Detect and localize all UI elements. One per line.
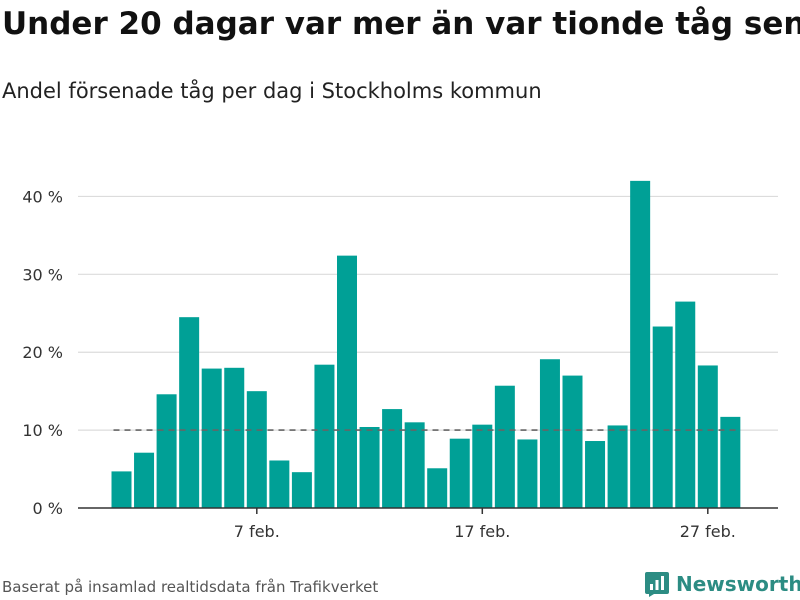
bar	[156, 394, 177, 508]
bar	[179, 317, 200, 508]
y-tick-label: 20 %	[22, 343, 63, 362]
bar	[246, 391, 267, 508]
brand-logo-group: Newsworthy	[644, 570, 800, 598]
newsworthy-logo-icon	[645, 572, 669, 597]
bar	[269, 460, 290, 508]
bar	[404, 422, 425, 508]
bar	[539, 359, 560, 508]
x-tick-label: 7 feb.	[234, 522, 280, 541]
x-tick-label: 27 feb.	[680, 522, 736, 541]
bar	[314, 364, 335, 508]
y-tick-label: 0 %	[33, 499, 63, 518]
chart-subtitle: Andel försenade tåg per dag i Stockholms…	[2, 79, 542, 103]
bar	[562, 375, 583, 508]
x-tick-label: 17 feb.	[454, 522, 510, 541]
bar	[224, 367, 245, 508]
bar	[517, 439, 538, 508]
bar	[675, 301, 696, 508]
bar	[607, 425, 628, 508]
brand-name: Newsworthy	[676, 572, 800, 596]
bar	[201, 368, 222, 508]
bar	[427, 468, 448, 508]
bar	[472, 424, 493, 508]
bar	[630, 180, 651, 508]
y-tick-label: 10 %	[22, 421, 63, 440]
bar	[337, 255, 357, 508]
y-tick-label: 30 %	[22, 265, 63, 284]
bar	[134, 452, 155, 508]
bar	[652, 326, 673, 508]
source-note: Baserat på insamlad realtidsdata från Tr…	[2, 578, 379, 596]
bar	[494, 385, 515, 508]
bar	[382, 409, 403, 508]
bar	[111, 471, 132, 508]
bar	[359, 426, 380, 508]
bar	[585, 441, 606, 508]
bar	[291, 472, 312, 508]
bar	[720, 416, 741, 508]
bar	[697, 365, 718, 508]
chart-title: Under 20 dagar var mer än var tionde tåg…	[2, 6, 800, 42]
y-tick-label: 40 %	[22, 187, 63, 206]
bar	[449, 438, 470, 508]
